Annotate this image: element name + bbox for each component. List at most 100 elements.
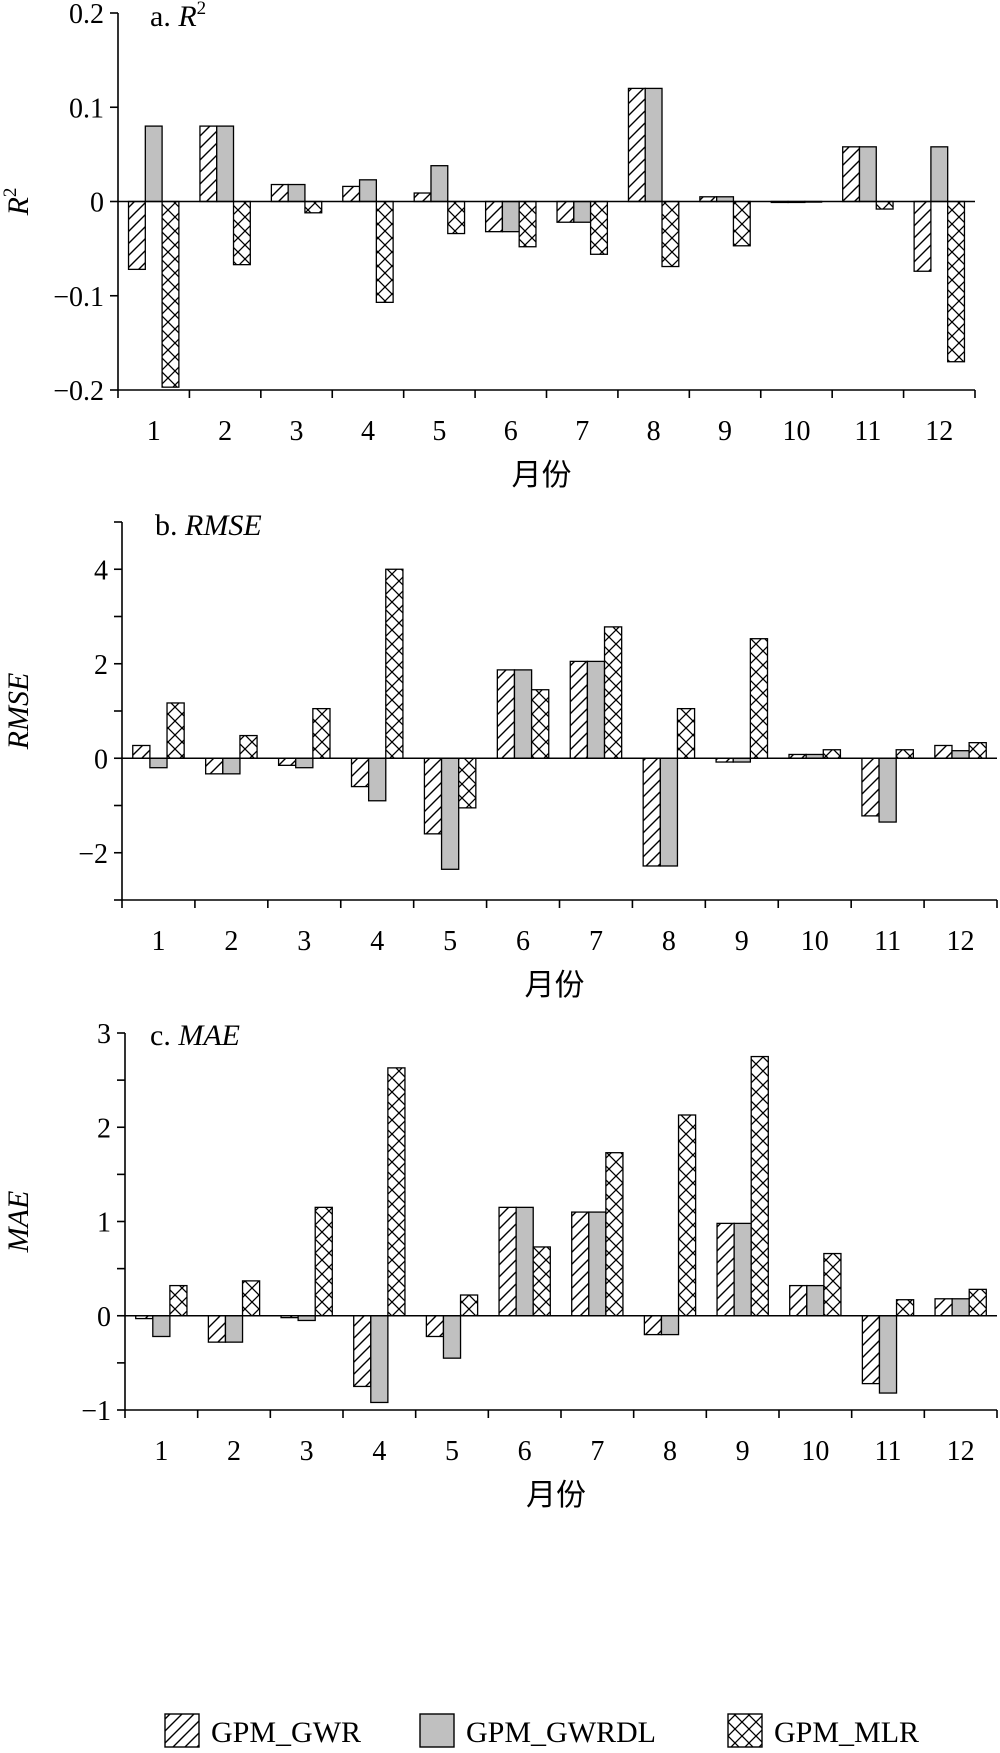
bar-gpm-gwr-12: [913, 200, 932, 272]
x-tick-label-3: 3: [290, 416, 304, 447]
bar-gpm-mlr-6: [532, 1246, 551, 1317]
bar-gpm-gwrdl-11: [878, 1315, 898, 1394]
bar-gpm-gwr-1: [132, 744, 151, 759]
x-axis-title: 月份: [525, 969, 585, 1002]
x-tick-label-3: 3: [297, 926, 311, 957]
legend-swatch: [419, 1713, 455, 1748]
bar-gpm-mlr-6: [530, 689, 550, 759]
bar-gpm-gwr-6: [496, 669, 516, 759]
bar-gpm-mlr-2: [241, 1280, 261, 1317]
bar-gpm-gwrdl-5: [440, 757, 460, 870]
bar-gpm-mlr-12: [947, 200, 966, 363]
bar-gpm-mlr-2: [232, 200, 251, 266]
x-axis-title: 月份: [526, 1479, 586, 1512]
x-tick-label-4: 4: [361, 416, 375, 447]
bar-gpm-mlr-9: [749, 638, 769, 759]
bar-gpm-gwr-11: [842, 146, 861, 203]
bar-gpm-gwrdl-6: [513, 669, 533, 759]
bar-gpm-gwr-11: [861, 1315, 881, 1385]
bar-gpm-gwrdl-2: [222, 757, 241, 775]
bar-gpm-mlr-11: [875, 200, 894, 210]
bar-gpm-mlr-12: [968, 742, 987, 759]
legend-swatch: [164, 1713, 200, 1748]
bar-gpm-gwr-4: [350, 757, 370, 788]
y-tick-label: 2: [94, 650, 108, 681]
x-tick-label-11: 11: [875, 1436, 902, 1467]
y-tick-label: 1: [97, 1208, 111, 1239]
bar-gpm-gwrdl-4: [358, 179, 378, 203]
bar-gpm-gwr-5: [425, 1315, 445, 1338]
x-tick-label-11: 11: [854, 416, 881, 447]
bar-gpm-gwr-10: [789, 1284, 808, 1317]
y-tick-label: 3: [97, 1019, 111, 1050]
bar-gpm-mlr-8: [661, 200, 680, 268]
bar-gpm-gwrdl-8: [659, 757, 679, 867]
bar-gpm-gwr-8: [642, 757, 661, 867]
bar-gpm-mlr-6: [518, 200, 537, 248]
bar-gpm-gwrdl-1: [144, 125, 163, 203]
bar-gpm-mlr-7: [603, 626, 623, 759]
bar-gpm-mlr-4: [375, 200, 394, 303]
y-tick-label: 0: [90, 188, 104, 219]
bar-gpm-mlr-9: [732, 200, 751, 247]
x-tick-label-5: 5: [432, 416, 446, 447]
x-tick-label-8: 8: [647, 416, 661, 447]
x-tick-label-5: 5: [445, 1436, 459, 1467]
legend-swatch: [727, 1713, 763, 1748]
bar-gpm-gwr-11: [861, 757, 880, 817]
bar-gpm-gwrdl-11: [858, 146, 877, 203]
legend-item-gpm-mlr: GPM_MLR: [727, 1713, 919, 1749]
bar-gpm-gwr-4: [353, 1315, 372, 1388]
legend-label: GPM_MLR: [774, 1716, 919, 1749]
bar-gpm-mlr-10: [822, 749, 842, 759]
x-tick-label-6: 6: [516, 926, 530, 957]
bar-gpm-mlr-3: [314, 1206, 333, 1317]
bar-gpm-gwrdl-1: [152, 1315, 171, 1338]
bar-gpm-mlr-5: [459, 1294, 479, 1317]
y-tick-label: 2: [97, 1113, 111, 1144]
x-tick-label-5: 5: [443, 926, 457, 957]
x-tick-label-12: 12: [947, 926, 975, 957]
y-tick-label: −2: [78, 839, 108, 870]
x-tick-label-2: 2: [224, 926, 238, 957]
bar-gpm-gwr-3: [277, 757, 297, 766]
x-tick-label-2: 2: [218, 416, 232, 447]
y-tick-label: 0: [97, 1302, 111, 1333]
x-axis-title: 月份: [512, 459, 572, 492]
bar-gpm-gwr-12: [934, 1298, 953, 1317]
bar-gpm-gwr-6: [484, 200, 504, 233]
bar-gpm-gwrdl-4: [370, 1315, 389, 1404]
bar-gpm-gwr-2: [199, 125, 218, 203]
bar-gpm-gwrdl-10: [806, 1284, 825, 1317]
bar-gpm-gwrdl-3: [295, 757, 314, 769]
bar-gpm-gwr-5: [423, 757, 443, 835]
x-tick-label-1: 1: [147, 416, 161, 447]
bar-gpm-gwrdl-6: [515, 1206, 534, 1317]
legend-item-gpm-gwrdl: GPM_GWRDL: [419, 1713, 656, 1749]
bar-gpm-gwrdl-5: [442, 1315, 462, 1359]
y-tick-label: −0.2: [53, 376, 104, 407]
bar-gpm-mlr-1: [166, 702, 185, 759]
legend-label: GPM_GWRDL: [466, 1716, 656, 1749]
bar-gpm-mlr-4: [385, 568, 404, 759]
bar-gpm-gwr-1: [127, 200, 146, 271]
bar-gpm-mlr-5: [447, 200, 466, 235]
bar-gpm-gwr-7: [569, 660, 589, 759]
bar-gpm-gwr-3: [270, 183, 289, 203]
x-tick-label-4: 4: [370, 926, 384, 957]
bar-gpm-mlr-4: [387, 1067, 406, 1317]
bar-gpm-gwr-7: [556, 200, 575, 223]
x-tick-label-6: 6: [518, 1436, 532, 1467]
bar-gpm-gwrdl-7: [573, 200, 592, 223]
y-tick-label: 0.2: [69, 0, 104, 30]
bar-gpm-gwrdl-8: [644, 87, 663, 203]
x-tick-label-6: 6: [504, 416, 518, 447]
bar-gpm-gwrdl-2: [224, 1315, 244, 1343]
panel-title: c. MAE: [150, 1019, 240, 1052]
y-tick-label: 0: [94, 744, 108, 775]
legend-label: GPM_GWR: [211, 1716, 361, 1749]
bar-gpm-gwr-5: [413, 192, 432, 203]
legend-item-gpm-gwr: GPM_GWR: [164, 1713, 361, 1749]
